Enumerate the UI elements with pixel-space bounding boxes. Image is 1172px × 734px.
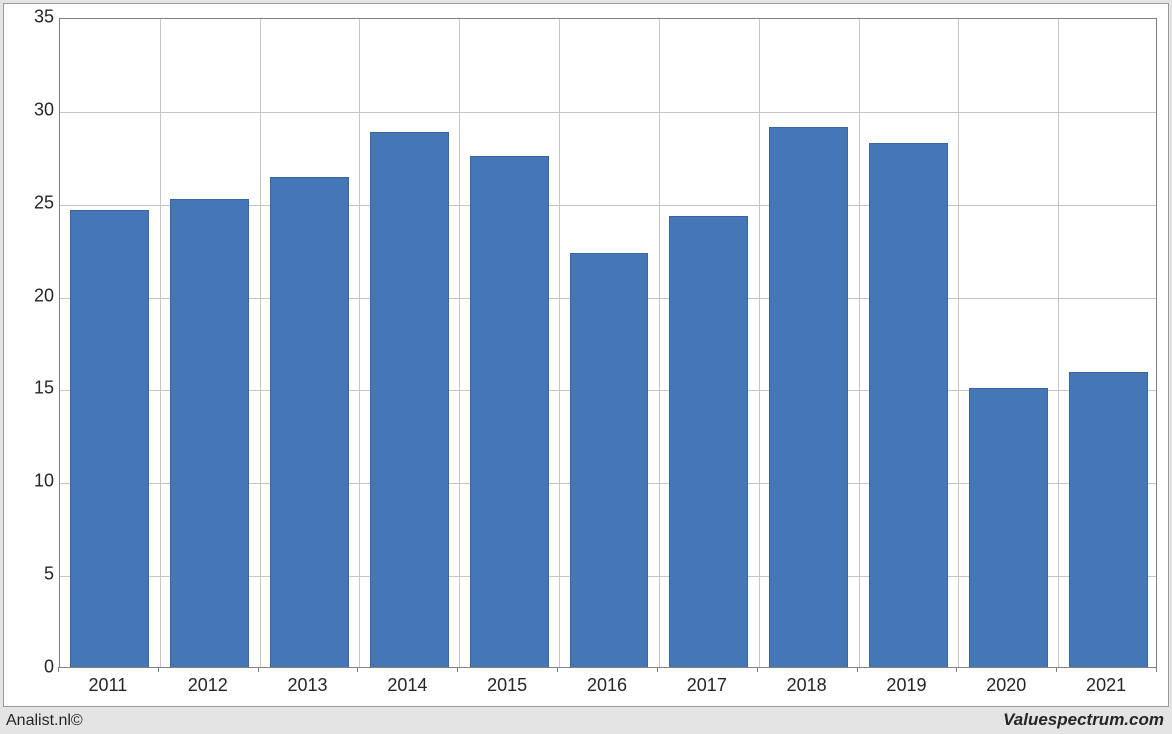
bar — [570, 253, 649, 667]
y-tick-label: 30 — [14, 99, 54, 120]
bar — [70, 210, 149, 667]
bar — [969, 388, 1048, 667]
category-separator — [559, 19, 560, 667]
x-tick — [757, 667, 758, 672]
category-separator — [160, 19, 161, 667]
x-tick — [1156, 667, 1157, 672]
x-tick-label: 2012 — [188, 675, 228, 696]
chart-frame — [3, 3, 1169, 707]
x-tick-label: 2014 — [387, 675, 427, 696]
bar — [270, 177, 349, 667]
x-tick-label: 2017 — [687, 675, 727, 696]
category-separator — [359, 19, 360, 667]
y-tick-label: 10 — [14, 471, 54, 492]
x-tick — [857, 667, 858, 672]
bar — [769, 127, 848, 667]
x-tick-label: 2019 — [886, 675, 926, 696]
y-tick-label: 5 — [14, 564, 54, 585]
x-tick — [258, 667, 259, 672]
footer-left-credit: Analist.nl© — [6, 712, 83, 730]
x-tick-label: 2015 — [487, 675, 527, 696]
x-tick-label: 2020 — [986, 675, 1026, 696]
x-tick — [657, 667, 658, 672]
plot-area — [59, 18, 1157, 668]
category-separator — [459, 19, 460, 667]
x-tick — [58, 667, 59, 672]
bar — [669, 216, 748, 667]
bar — [370, 132, 449, 667]
x-tick-label: 2021 — [1086, 675, 1126, 696]
category-separator — [759, 19, 760, 667]
x-tick-label: 2013 — [288, 675, 328, 696]
y-tick-label: 35 — [14, 7, 54, 28]
bar — [170, 199, 249, 667]
category-separator — [1058, 19, 1059, 667]
category-separator — [859, 19, 860, 667]
x-tick — [956, 667, 957, 672]
x-tick — [557, 667, 558, 672]
x-tick — [357, 667, 358, 672]
y-tick-label: 0 — [14, 657, 54, 678]
x-tick-label: 2018 — [787, 675, 827, 696]
footer-right-credit: Valuespectrum.com — [1003, 710, 1164, 730]
category-separator — [260, 19, 261, 667]
bar — [869, 143, 948, 667]
y-tick-label: 25 — [14, 192, 54, 213]
bar — [1069, 372, 1148, 667]
y-tick-label: 15 — [14, 378, 54, 399]
gridline — [60, 112, 1156, 113]
x-tick — [1056, 667, 1057, 672]
x-tick — [457, 667, 458, 672]
x-tick-label: 2016 — [587, 675, 627, 696]
category-separator — [958, 19, 959, 667]
x-tick-label: 2011 — [89, 675, 128, 696]
category-separator — [659, 19, 660, 667]
y-tick-label: 20 — [14, 285, 54, 306]
x-tick — [158, 667, 159, 672]
bar — [470, 156, 549, 667]
